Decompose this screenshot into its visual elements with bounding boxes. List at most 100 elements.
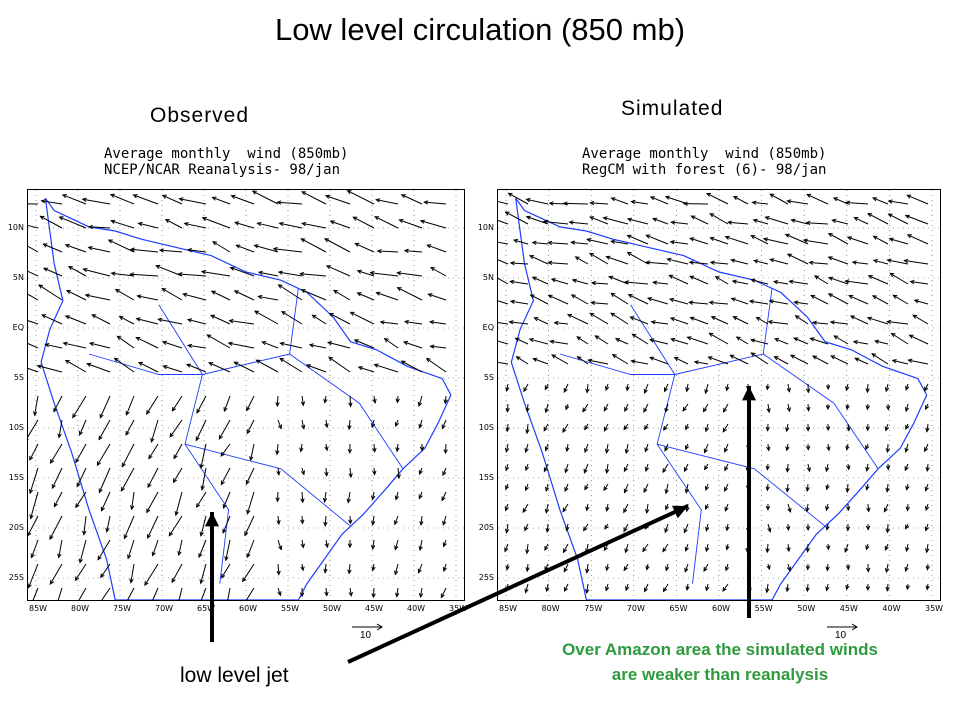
wind-vector: [725, 523, 730, 532]
wind-vector: [854, 357, 869, 365]
lon-tick-label: 85W: [29, 604, 48, 613]
wind-vector: [765, 463, 770, 471]
wind-vector: [246, 539, 255, 559]
lon-tick-label: 55W: [281, 604, 300, 613]
simulated-label: Simulated: [621, 97, 724, 120]
wind-vector: [774, 338, 789, 345]
lon-tick-label: 70W: [155, 604, 174, 613]
wind-vector: [924, 523, 929, 532]
wind-vector: [725, 383, 730, 392]
wind-vector: [146, 491, 159, 514]
wind-vector: [253, 310, 279, 325]
wind-vector: [766, 563, 771, 571]
wind-vector: [623, 563, 629, 572]
wind-vector: [49, 563, 63, 585]
wind-vector: [498, 241, 509, 245]
wind-vector: [642, 543, 649, 553]
lon-tick-label: 80W: [541, 604, 560, 613]
wind-vector: [300, 289, 327, 301]
wind-vector: [644, 463, 649, 473]
wind-vector: [551, 354, 569, 365]
wind-vector: [888, 237, 909, 245]
wind-vector: [669, 240, 689, 245]
wind-vector: [418, 467, 423, 476]
lat-tick-label: EQ: [12, 323, 24, 332]
wind-vector: [505, 383, 510, 393]
wind-vector: [693, 360, 709, 365]
wind-vector: [912, 314, 929, 325]
wind-vector: [703, 463, 709, 471]
wind-vector: [689, 316, 709, 325]
wind-vector: [524, 443, 529, 454]
wind-vector: [785, 463, 790, 473]
wind-vector: [662, 463, 669, 474]
wind-vector: [244, 515, 255, 537]
wind-vector: [645, 234, 669, 245]
wind-vector: [370, 419, 376, 429]
wind-vector: [806, 403, 811, 412]
wind-vector: [129, 247, 159, 253]
wind-vector: [664, 443, 669, 452]
wind-vector: [129, 272, 159, 277]
wind-vector: [33, 395, 39, 417]
lat-tick-label: 25S: [478, 573, 494, 582]
wind-vector: [563, 563, 569, 573]
wind-vector: [120, 467, 135, 492]
wind-vector: [664, 383, 669, 393]
wind-vector: [872, 197, 889, 205]
wind-vector: [890, 332, 909, 345]
observed-header-line1: Average monthly wind (850mb): [104, 146, 349, 162]
wind-vector: [301, 419, 306, 430]
wind-vector: [86, 362, 111, 373]
wind-vector: [785, 483, 790, 493]
wind-vector: [884, 423, 889, 432]
wind-vector: [631, 333, 649, 345]
wind-vector: [762, 237, 789, 245]
wind-vector: [825, 383, 831, 391]
wind-vector: [418, 491, 423, 500]
wind-vector: [769, 193, 789, 205]
wind-vector: [311, 314, 327, 325]
wind-vector: [624, 543, 629, 554]
wind-vector: [417, 563, 423, 574]
wind-vector: [547, 260, 569, 266]
wind-vector: [547, 294, 569, 305]
wind-vector: [732, 316, 749, 325]
wind-vector: [132, 194, 159, 205]
wind-vector: [786, 563, 792, 572]
wind-vector: [418, 419, 423, 429]
wind-vector: [371, 491, 376, 501]
wind-vector: [629, 316, 649, 325]
wind-vector: [67, 266, 87, 277]
wind-vector: [905, 383, 910, 391]
wind-vector: [805, 443, 811, 451]
wind-vector: [275, 443, 280, 456]
wind-vector: [685, 383, 690, 393]
wind-vector: [498, 361, 509, 365]
country-border: [88, 353, 203, 375]
wind-vector: [223, 395, 231, 413]
wind-vector: [498, 300, 509, 305]
wind-vector: [825, 583, 830, 592]
wind-vector: [765, 483, 770, 492]
wind-vector: [924, 383, 929, 392]
wind-vector: [198, 539, 207, 559]
wind-vector: [722, 403, 729, 413]
wind-vector: [844, 279, 869, 285]
wind-vector: [583, 523, 589, 532]
wind-vector: [845, 383, 850, 392]
jet-arrow-simulated: [347, 504, 689, 664]
wind-vector: [662, 583, 669, 593]
wind-vector: [504, 523, 510, 534]
wind-vector: [195, 491, 207, 509]
simulated-header-line2: RegCM with forest (6)- 98/jan: [582, 162, 827, 178]
wind-vector: [372, 467, 377, 476]
wind-vector: [811, 320, 829, 326]
wind-vector: [649, 196, 669, 205]
wind-vector: [826, 443, 831, 452]
wind-vector: [574, 256, 589, 265]
wind-vector: [395, 587, 400, 598]
wind-vector: [725, 543, 730, 551]
wind-vector: [509, 299, 529, 305]
wind-vector: [509, 261, 529, 266]
